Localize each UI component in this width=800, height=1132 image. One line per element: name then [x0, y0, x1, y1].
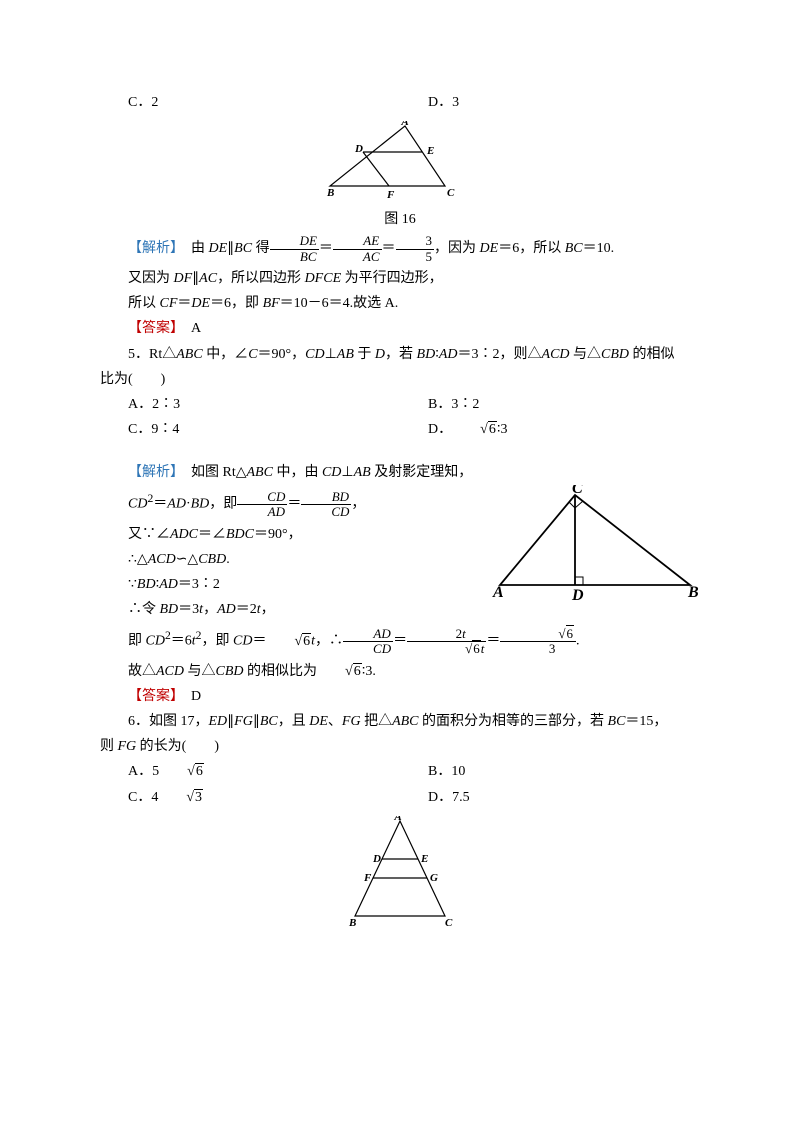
svg-text:E: E	[420, 853, 428, 865]
q5-opt-b: B．3∶2	[400, 392, 700, 417]
svg-text:C: C	[445, 917, 453, 929]
svg-text:A: A	[393, 816, 401, 823]
q4-options-cd: C．2 D．3	[100, 90, 700, 115]
answer-label: 【答案】	[128, 689, 177, 704]
q5-opt-a: A．2∶3	[100, 392, 400, 417]
q4-analysis-line1: 【解析】 由 DE∥BC 得DEBC＝AEAC＝35，因为 DE＝6，所以 BC…	[100, 232, 700, 266]
svg-text:D: D	[354, 143, 363, 155]
q6-opt-a: A．56	[100, 759, 400, 784]
q4-opt-c: C．2	[100, 90, 400, 115]
svg-text:B: B	[687, 584, 699, 601]
q5-options-ab: A．2∶3 B．3∶2	[100, 392, 700, 417]
answer-label: 【答案】	[128, 321, 177, 336]
svg-text:A: A	[400, 121, 408, 128]
q5-answer: 【答案】 D	[100, 684, 700, 709]
svg-text:D: D	[372, 853, 381, 865]
figure-16: A B C D E F	[100, 121, 700, 201]
q5-a3: 又∵∠ADC＝∠BDC＝90°，	[100, 522, 480, 547]
analysis-label: 【解析】	[128, 241, 177, 256]
q5-a4: ∴△ACD∽△CBD.	[100, 547, 480, 572]
svg-text:C: C	[447, 187, 455, 199]
svg-text:E: E	[426, 145, 434, 157]
svg-text:F: F	[386, 189, 395, 201]
triangle-svg-17: A B C D E F G	[340, 816, 460, 931]
q4-answer: 【答案】 A	[100, 316, 700, 341]
q5-a6: ∴令 BD＝3t，AD＝2t，	[100, 597, 480, 622]
svg-text:B: B	[326, 187, 334, 199]
q6-stem-line1: 6．如图 17，ED∥FG∥BC，且 DE、FG 把△ABC 的面积分为相等的三…	[100, 709, 700, 734]
q5-options-cd: C．9∶4 D．6∶3	[100, 417, 700, 442]
q5-analysis-line1: 【解析】 如图 Rt△ABC 中，由 CD⊥AB 及射影定理知，	[100, 460, 700, 485]
q4-opt-d: D．3	[400, 90, 700, 115]
q5-a8: 故△ACD 与△CBD 的相似比为6∶3.	[100, 659, 700, 684]
q6-opt-d: D．7.5	[400, 785, 700, 810]
svg-text:D: D	[571, 587, 584, 604]
q6-options-ab: A．56 B．10	[100, 759, 700, 784]
q5-analysis-body: CD2＝AD·BD，即CDAD＝BDCD， 又∵∠ADC＝∠BDC＝90°， ∴…	[100, 485, 700, 622]
svg-text:B: B	[348, 917, 356, 929]
fig16-caption: 图 16	[100, 207, 700, 232]
q6-opt-c: C．43	[100, 785, 400, 810]
svg-text:G: G	[430, 872, 438, 884]
triangle-svg-16: A B C D E F	[325, 121, 475, 201]
q4-analysis-line2: 又因为 DF∥AC，所以四边形 DFCE 为平行四边形，	[100, 266, 700, 291]
analysis-label: 【解析】	[128, 465, 177, 480]
svg-text:F: F	[363, 872, 372, 884]
svg-text:C: C	[572, 485, 583, 497]
q6-opt-b: B．10	[400, 759, 700, 784]
q5-opt-d: D．6∶3	[400, 417, 700, 442]
q5-a7: 即 CD2＝6t2，即 CD＝6t，∴ADCD＝2t6t＝63.	[100, 622, 700, 658]
svg-text:A: A	[492, 584, 504, 601]
figure-17: A B C D E F G	[100, 816, 700, 931]
q5-stem-line1: 5．Rt△ABC 中，∠C＝90°，CD⊥AB 于 D，若 BD∶AD＝3∶2，…	[100, 342, 700, 367]
q5-a5: ∵BD∶AD＝3∶2	[100, 572, 480, 597]
q5-a2: CD2＝AD·BD，即CDAD＝BDCD，	[100, 485, 480, 521]
q6-options-cd: C．43 D．7.5	[100, 785, 700, 810]
q5-stem-line2: 比为( )	[100, 367, 700, 392]
q4-analysis-line3: 所以 CF＝DE＝6，即 BF＝10－6＝4.故选 A.	[100, 291, 700, 316]
q5-figure: A B C D	[490, 485, 700, 605]
right-triangle-svg: A B C D	[490, 485, 700, 605]
q6-stem-line2: 则 FG 的长为( )	[100, 734, 700, 759]
q5-opt-c: C．9∶4	[100, 417, 400, 442]
